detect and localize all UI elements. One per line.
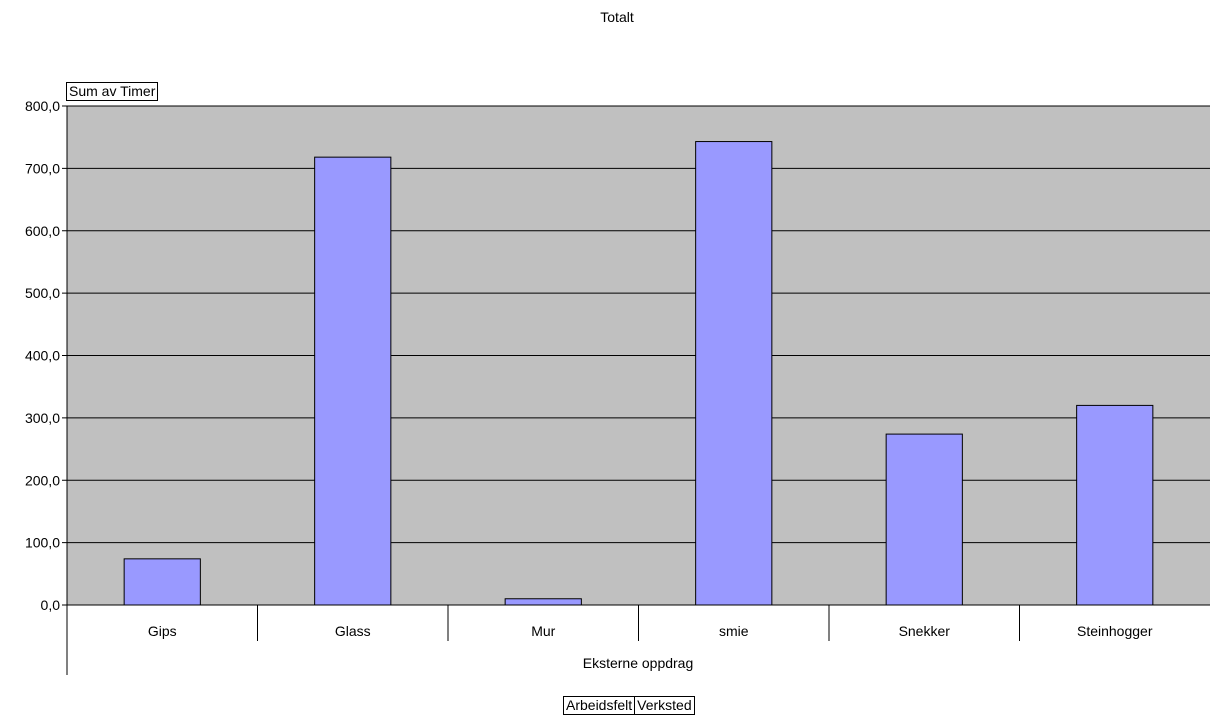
y-tick-label: 700,0 (25, 160, 60, 176)
gridlines (67, 105, 1210, 544)
chart-title: Totalt (600, 9, 634, 25)
y-axis: 0,0 100,0 200,0 300,0 400,0 500,0 600,0 700,0 80… (25, 98, 68, 675)
x-group-label: Eksterne oppdrag (583, 655, 694, 671)
x-tick-label: Glass (335, 623, 371, 639)
y-tick-label: 200,0 (25, 472, 60, 488)
x-tick-label: Snekker (899, 623, 951, 639)
x-tick-label: Steinhogger (1077, 623, 1153, 639)
bar-smie (695, 141, 773, 606)
y-tick-label: 600,0 (25, 223, 60, 239)
y-tick-label: 500,0 (25, 285, 60, 301)
y-tick-label: 100,0 (25, 535, 60, 551)
x-tick-label: Mur (531, 623, 555, 639)
x-axis: Gips Glass Mur smie Snekker Steinhogger (67, 604, 1210, 641)
y-tick-label: 0,0 (41, 597, 61, 613)
bar-snekker (885, 433, 963, 606)
y-tick-label: 300,0 (25, 410, 60, 426)
row-field-button-verksted[interactable]: Verksted (635, 696, 695, 715)
data-field-button[interactable]: Sum av Timer (66, 82, 159, 101)
bars (123, 141, 1154, 606)
bar-mur (504, 598, 582, 606)
bar-gips (123, 558, 201, 606)
y-tick-label: 400,0 (25, 348, 60, 364)
bar-glass (314, 156, 392, 606)
bar-steinhogger (1076, 404, 1154, 606)
x-tick-label: smie (719, 623, 749, 639)
x-tick-label: Gips (148, 623, 177, 639)
row-field-button-arbeidsfelt[interactable]: Arbeidsfelt (563, 696, 636, 715)
row-field-buttons: Arbeidsfelt Verksted (563, 696, 695, 715)
y-tick-label: 800,0 (25, 98, 60, 114)
